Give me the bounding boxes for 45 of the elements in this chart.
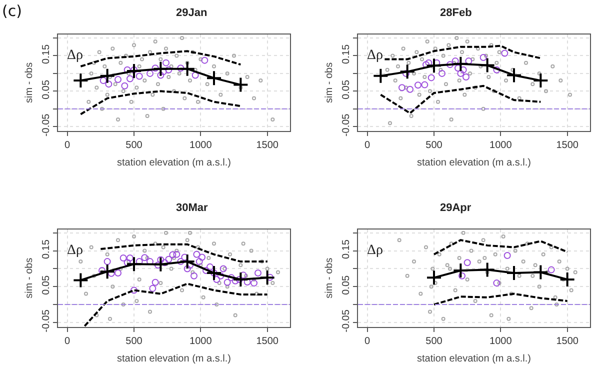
chart-title: 29Apr bbox=[440, 202, 472, 214]
x-tick-label: 1500 bbox=[556, 140, 579, 151]
x-tick-label: 500 bbox=[426, 140, 443, 151]
y-tick-label: -0.05 bbox=[341, 113, 352, 137]
x-tick-label: 1000 bbox=[490, 336, 512, 347]
y-tick-label: 0.15 bbox=[41, 44, 52, 64]
y-axis-title: sim - obs bbox=[324, 258, 335, 298]
x-tick-label: 1500 bbox=[556, 336, 579, 347]
y-tick-label: 0.15 bbox=[341, 239, 352, 260]
y-tick-label: 0.15 bbox=[41, 239, 52, 260]
y-tick-label: 0.05 bbox=[41, 80, 52, 100]
chart-title: 29Jan bbox=[176, 7, 208, 19]
x-tick-label: 0 bbox=[364, 140, 371, 151]
x-tick-label: 500 bbox=[126, 336, 143, 347]
x-tick-label: 500 bbox=[426, 336, 443, 347]
y-tick-label: 0.05 bbox=[341, 274, 352, 295]
annotation: Δρ bbox=[367, 243, 384, 258]
y-axis-title: sim - obs bbox=[24, 62, 35, 103]
x-tick-label: 0 bbox=[64, 336, 71, 347]
x-tick-label: 0 bbox=[364, 336, 371, 347]
annotation: Δρ bbox=[367, 48, 384, 63]
y-tick-label: -0.05 bbox=[41, 113, 52, 137]
y-tick-label: -0.05 bbox=[41, 309, 52, 332]
x-tick-label: 500 bbox=[126, 140, 143, 151]
y-tick-label: 0.05 bbox=[341, 80, 352, 100]
chart-title: 28Feb bbox=[440, 7, 472, 19]
x-tick-label: 1000 bbox=[190, 336, 212, 347]
x-axis-title: station elevation (m a.s.l.) bbox=[117, 157, 231, 168]
annotation: Δρ bbox=[67, 243, 84, 258]
x-tick-label: 1000 bbox=[490, 140, 512, 151]
x-tick-label: 0 bbox=[64, 140, 71, 151]
x-axis-title: station elevation (m a.s.l.) bbox=[417, 157, 531, 168]
x-tick-label: 1500 bbox=[256, 336, 279, 347]
annotation: Δρ bbox=[67, 48, 84, 63]
x-tick-label: 1500 bbox=[256, 140, 279, 151]
y-tick-label: -0.05 bbox=[341, 309, 352, 332]
y-tick-label: 0.15 bbox=[341, 44, 352, 64]
y-axis-title: sim - obs bbox=[24, 258, 35, 298]
y-axis-title: sim - obs bbox=[324, 62, 335, 103]
x-axis-title: station elevation (m a.s.l.) bbox=[417, 353, 531, 364]
y-tick-label: 0.05 bbox=[41, 274, 52, 295]
x-tick-label: 1000 bbox=[190, 140, 212, 151]
x-axis-title: station elevation (m a.s.l.) bbox=[117, 353, 231, 364]
text: (c) bbox=[2, 2, 22, 20]
chart-title: 30Mar bbox=[176, 202, 209, 214]
